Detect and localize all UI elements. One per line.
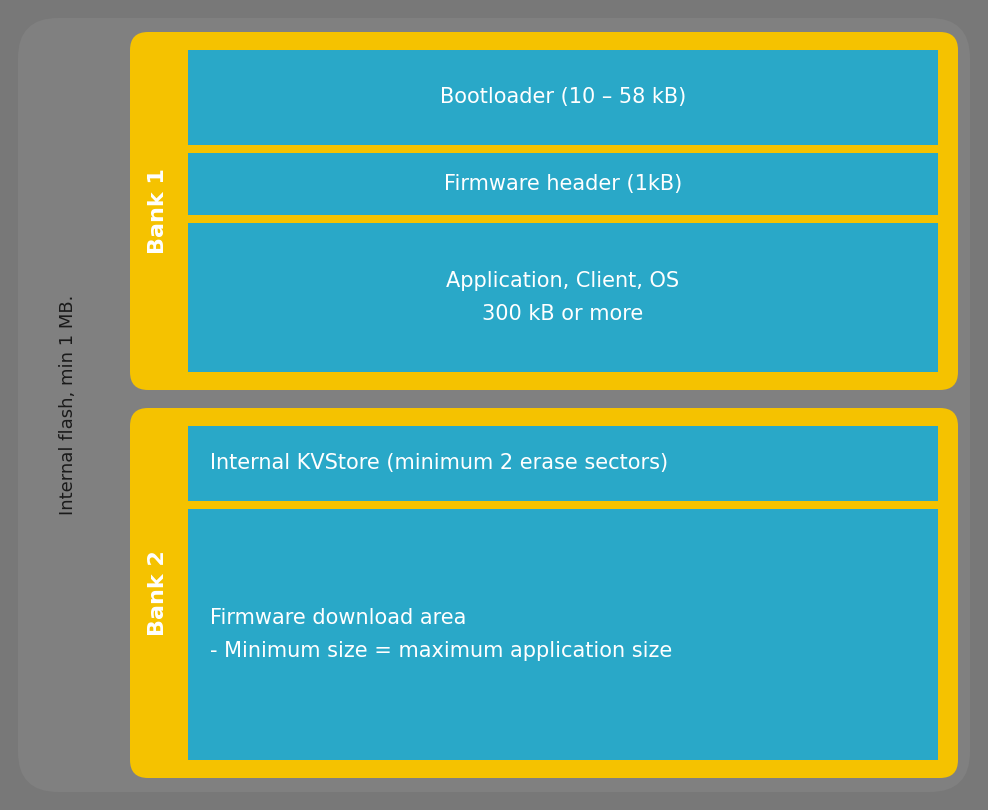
- Text: Bank 2: Bank 2: [148, 550, 168, 636]
- Text: Bootloader (10 – 58 kB): Bootloader (10 – 58 kB): [440, 87, 686, 108]
- Text: Application, Client, OS
300 kB or more: Application, Client, OS 300 kB or more: [447, 271, 680, 324]
- Bar: [188, 509, 938, 760]
- Text: Firmware header (1kB): Firmware header (1kB): [444, 174, 682, 194]
- FancyBboxPatch shape: [130, 32, 958, 390]
- FancyBboxPatch shape: [18, 18, 970, 792]
- Text: Internal flash, min 1 MB.: Internal flash, min 1 MB.: [59, 295, 77, 515]
- Text: Internal KVStore (minimum 2 erase sectors): Internal KVStore (minimum 2 erase sector…: [210, 454, 668, 474]
- Bar: [188, 223, 938, 372]
- Bar: [188, 153, 938, 215]
- Text: Firmware download area
- Minimum size = maximum application size: Firmware download area - Minimum size = …: [210, 608, 672, 661]
- Bar: [188, 426, 938, 501]
- Text: Bank 1: Bank 1: [148, 168, 168, 254]
- Bar: [188, 50, 938, 145]
- FancyBboxPatch shape: [130, 408, 958, 778]
